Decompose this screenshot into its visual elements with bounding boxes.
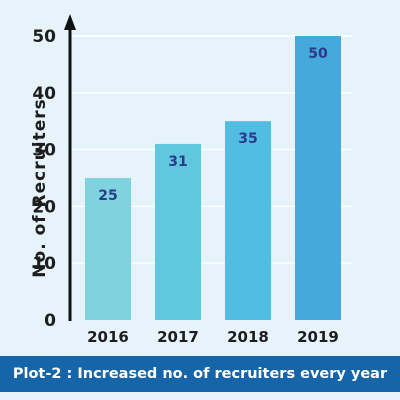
data-label: 50 [308, 46, 328, 62]
bar-2017 [155, 143, 201, 320]
x-tick-label: 2018 [227, 328, 269, 346]
y-tick-label: 40 [32, 84, 56, 104]
y-axis-title: No. of Recruiters [30, 98, 50, 277]
bar-2018 [225, 121, 271, 320]
data-label: 25 [98, 188, 117, 204]
bar-2016 [85, 178, 131, 320]
y-axis-arrow-icon [64, 14, 76, 30]
y-tick-label: 10 [32, 254, 56, 274]
x-tick-label: 2017 [157, 328, 199, 346]
x-tick-label: 2019 [297, 328, 339, 346]
data-labels: 25 31 35 50 [98, 46, 328, 204]
y-tick-label: 0 [44, 311, 56, 331]
figure-caption: Plot-2 : Increased no. of recruiters eve… [0, 356, 400, 392]
bar-2019 [295, 36, 341, 320]
data-label: 35 [238, 131, 257, 147]
y-tick-label: 30 [32, 141, 56, 161]
x-tick-label: 2016 [87, 328, 129, 346]
y-tick-label: 20 [32, 197, 56, 217]
bar-chart: 25 31 35 50 0 10 20 30 40 50 2016 2017 2018 2019 No… [30, 14, 352, 346]
bars [85, 36, 341, 320]
y-tick-label: 50 [32, 27, 56, 47]
data-label: 31 [168, 154, 187, 170]
x-axis-ticks: 2016 2017 2018 2019 [87, 328, 339, 346]
y-axis-ticks: 0 10 20 30 40 50 [32, 27, 56, 331]
